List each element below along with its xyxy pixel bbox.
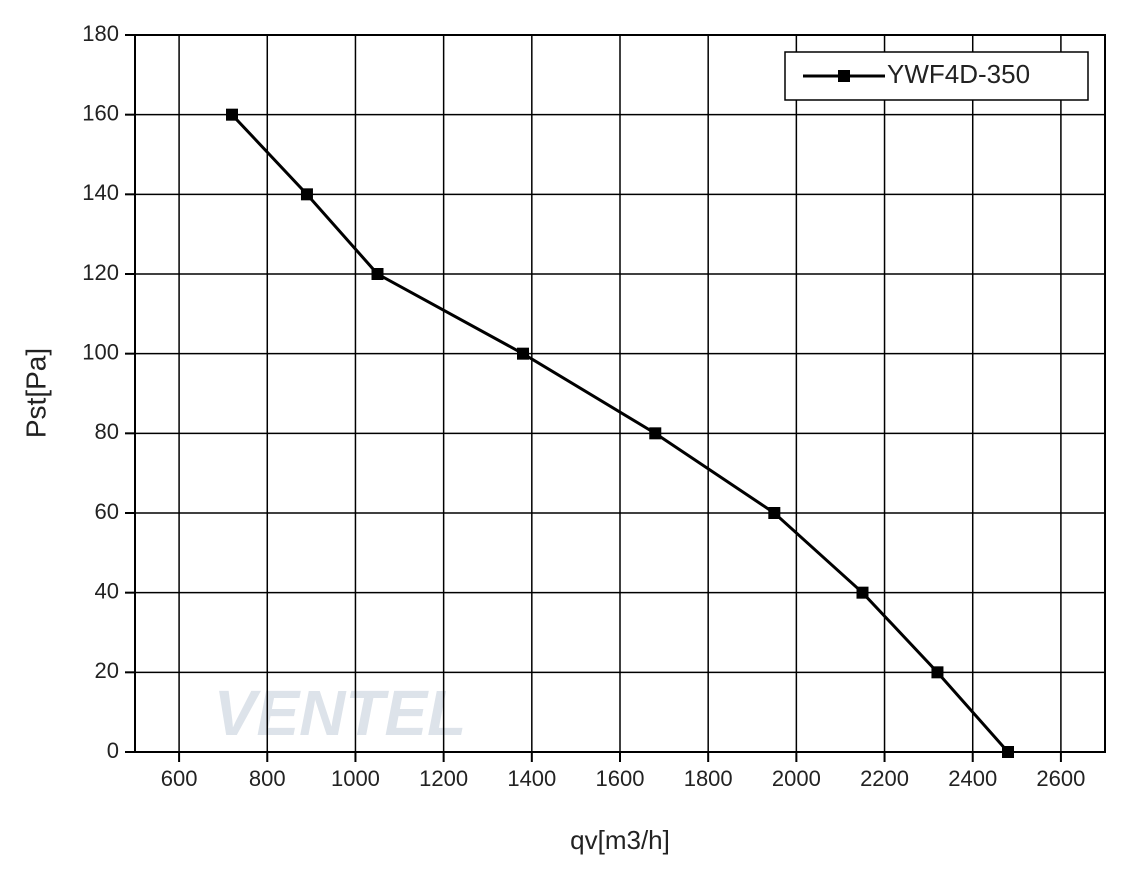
y-tick-label: 40 bbox=[95, 578, 119, 603]
data-point bbox=[649, 427, 662, 440]
y-tick-label: 0 bbox=[107, 738, 119, 763]
y-tick-label: 80 bbox=[95, 419, 119, 444]
y-tick-label: 60 bbox=[95, 499, 119, 524]
x-tick-label: 1000 bbox=[331, 766, 380, 791]
y-tick-label: 160 bbox=[82, 100, 119, 125]
data-point bbox=[226, 108, 238, 121]
data-point bbox=[517, 347, 529, 360]
x-tick-label: 1600 bbox=[596, 766, 645, 791]
plot-frame bbox=[134, 34, 1106, 753]
x-tick-label: 800 bbox=[249, 766, 286, 791]
x-tick-label: 600 bbox=[161, 766, 198, 791]
x-axis-label: qv[m3/h] bbox=[570, 825, 670, 855]
x-tick-label: 1800 bbox=[684, 766, 733, 791]
y-axis-label: Pst[Pa] bbox=[20, 348, 51, 438]
legend-label: YWF4D-350 bbox=[887, 59, 1030, 89]
x-tick-label: 1400 bbox=[507, 766, 556, 791]
data-point bbox=[856, 586, 869, 599]
data-point bbox=[931, 666, 944, 679]
x-tick-label: 2400 bbox=[948, 766, 997, 791]
x-tick-label: 2600 bbox=[1036, 766, 1085, 791]
y-tick-label: 140 bbox=[82, 180, 119, 205]
y-tick-label: 20 bbox=[95, 658, 119, 683]
data-point bbox=[768, 507, 781, 519]
legend-marker bbox=[838, 70, 850, 82]
watermark: VENTEL bbox=[214, 677, 466, 749]
x-tick-label: 2000 bbox=[772, 766, 821, 791]
data-point bbox=[371, 268, 384, 280]
data-point bbox=[300, 188, 313, 201]
y-tick-label: 100 bbox=[82, 339, 119, 364]
x-tick-label: 2200 bbox=[860, 766, 909, 791]
y-tick-label: 180 bbox=[82, 21, 119, 46]
data-point bbox=[1002, 746, 1014, 758]
x-tick-label: 1200 bbox=[419, 766, 468, 791]
y-tick-label: 120 bbox=[82, 260, 119, 285]
